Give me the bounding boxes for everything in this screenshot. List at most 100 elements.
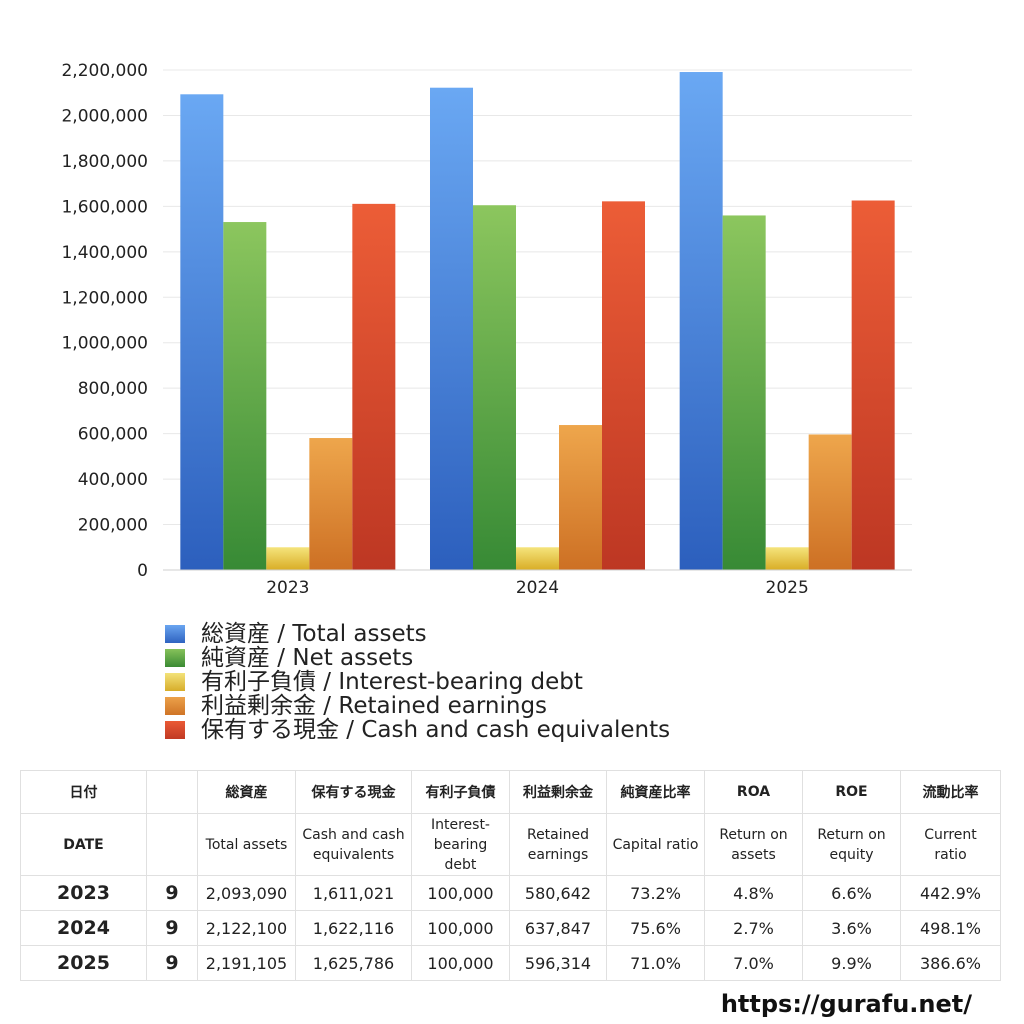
table-cell: 2.7% [704, 910, 803, 946]
table-cell: 442.9% [900, 875, 1001, 911]
table-cell: 9 [146, 945, 198, 981]
header-cell-ja: ROE [802, 770, 901, 814]
table-cell: 386.6% [900, 945, 1001, 981]
legend-label: 総資産 / Total assets [201, 621, 427, 647]
table-cell: 2,093,090 [197, 875, 296, 911]
bar-2024-series-4 [602, 201, 645, 570]
table-cell: 4.8% [704, 875, 803, 911]
table-cell: 1,625,786 [295, 945, 412, 981]
bar-2024-series-0 [430, 87, 473, 571]
y-tick-label: 400,000 [78, 470, 148, 490]
bar-2023-series-4 [352, 203, 396, 570]
header-cell-en: Return on equity [802, 813, 901, 876]
y-tick-label: 200,000 [78, 516, 148, 536]
table-cell: 1,611,021 [295, 875, 412, 911]
financial-metrics-table: 日付 総資産 保有する現金 有利子負債 利益剰余金 純資産比率 ROA ROE 流動比率 DAT… [20, 770, 1001, 981]
bar-2025-series-1 [722, 215, 766, 571]
legend-swatch [165, 721, 185, 739]
chart-bars [180, 72, 895, 571]
table-row: 2023 9 2,093,090 1,611,021 100,000 580,642 73.… [20, 875, 1001, 911]
chart-gridlines [163, 69, 912, 571]
bar-2024-series-2 [516, 547, 559, 570]
table-cell: 9.9% [802, 945, 901, 981]
bar-2024-series-3 [559, 425, 602, 570]
table-cell: 2025 [20, 945, 147, 981]
header-cell-ja: 日付 [20, 770, 147, 814]
legend-item-retained-earnings: 利益剰余金 / Retained earnings [165, 694, 670, 718]
table-cell: 100,000 [411, 945, 510, 981]
bar-2023-series-1 [223, 222, 267, 570]
table-cell: 7.0% [704, 945, 803, 981]
table-cell: 3.6% [802, 910, 901, 946]
table-cell: 2024 [20, 910, 147, 946]
y-tick-label: 600,000 [78, 425, 148, 445]
y-tick-label: 1,400,000 [61, 243, 148, 263]
bar-2023-series-0 [180, 94, 224, 570]
table-cell: 75.6% [606, 910, 705, 946]
bar-2025-series-2 [765, 547, 809, 570]
bar-2025-series-3 [808, 434, 852, 570]
source-url: https://gurafu.net/ [720, 990, 972, 1018]
legend-item-cash: 保有する現金 / Cash and cash equivalents [165, 718, 670, 742]
header-cell-ja: 利益剰余金 [509, 770, 607, 814]
y-tick-label: 2,000,000 [61, 106, 148, 126]
chart-legend: 総資産 / Total assets 純資産 / Net assets 有利子負… [165, 622, 670, 742]
x-tick-label: 2024 [516, 578, 559, 598]
legend-item-interest-bearing-debt: 有利子負債 / Interest-bearing debt [165, 670, 670, 694]
y-tick-label: 1,600,000 [61, 197, 148, 217]
bar-2023-series-2 [266, 547, 310, 570]
y-tick-label: 0 [137, 561, 148, 581]
y-tick-label: 1,800,000 [61, 152, 148, 172]
legend-label: 保有する現金 / Cash and cash equivalents [201, 717, 671, 743]
bar-2025-series-4 [851, 200, 895, 571]
bar-2023-series-3 [309, 438, 353, 570]
legend-label: 利益剰余金 / Retained earnings [201, 693, 548, 719]
header-cell-en: Return on assets [704, 813, 803, 876]
table-cell: 637,847 [509, 910, 607, 946]
table-cell: 2,191,105 [197, 945, 296, 981]
header-cell-ja: 流動比率 [900, 770, 1001, 814]
header-cell-ja: 保有する現金 [295, 770, 412, 814]
table-row: 2025 9 2,191,105 1,625,786 100,000 596,314 71.… [20, 945, 1001, 981]
legend-swatch [165, 697, 185, 715]
table-cell: 9 [146, 910, 198, 946]
legend-label: 有利子負債 / Interest-bearing debt [201, 669, 583, 695]
y-tick-label: 2,200,000 [61, 61, 148, 81]
table-cell: 73.2% [606, 875, 705, 911]
header-cell-en: Retained earnings [509, 813, 607, 876]
header-cell-ja: 純資産比率 [606, 770, 705, 814]
header-cell-ja: 有利子負債 [411, 770, 510, 814]
table-header-row-en: DATE Total assets Cash and cash equivalents… [20, 813, 1001, 876]
legend-item-total-assets: 総資産 / Total assets [165, 622, 670, 646]
legend-item-net-assets: 純資産 / Net assets [165, 646, 670, 670]
legend-swatch [165, 625, 185, 643]
legend-swatch [165, 649, 185, 667]
x-tick-label: 2023 [266, 578, 309, 598]
legend-label: 純資産 / Net assets [201, 645, 414, 671]
header-cell-en: DATE [20, 813, 147, 876]
y-tick-label: 1,000,000 [61, 334, 148, 354]
table-cell: 498.1% [900, 910, 1001, 946]
header-cell-ja: 総資産 [197, 770, 296, 814]
x-axis: 2023 2024 2025 [163, 569, 912, 598]
table-cell: 100,000 [411, 875, 510, 911]
header-cell-en: Capital ratio [606, 813, 705, 876]
header-cell-en: Interest-bearing debt [411, 813, 510, 876]
header-cell-en: Total assets [197, 813, 296, 876]
table-cell: 71.0% [606, 945, 705, 981]
table-cell: 580,642 [509, 875, 607, 911]
header-cell-ja: ROA [704, 770, 803, 814]
y-tick-label: 800,000 [78, 379, 148, 399]
y-tick-label: 1,200,000 [61, 288, 148, 308]
table-cell: 2023 [20, 875, 147, 911]
table-header-row-ja: 日付 総資産 保有する現金 有利子負債 利益剰余金 純資産比率 ROA ROE 流動比率 [20, 770, 1001, 814]
header-cell-ja [146, 770, 198, 814]
bar-2025-series-0 [679, 72, 723, 570]
table-cell: 6.6% [802, 875, 901, 911]
x-tick-label: 2025 [766, 578, 809, 598]
header-cell-en: Current ratio [900, 813, 1001, 876]
y-axis: 0 200,000 400,000 600,000 800,000 1,000,000 1,… [61, 61, 148, 581]
table-cell: 1,622,116 [295, 910, 412, 946]
table-cell: 9 [146, 875, 198, 911]
table-cell: 100,000 [411, 910, 510, 946]
